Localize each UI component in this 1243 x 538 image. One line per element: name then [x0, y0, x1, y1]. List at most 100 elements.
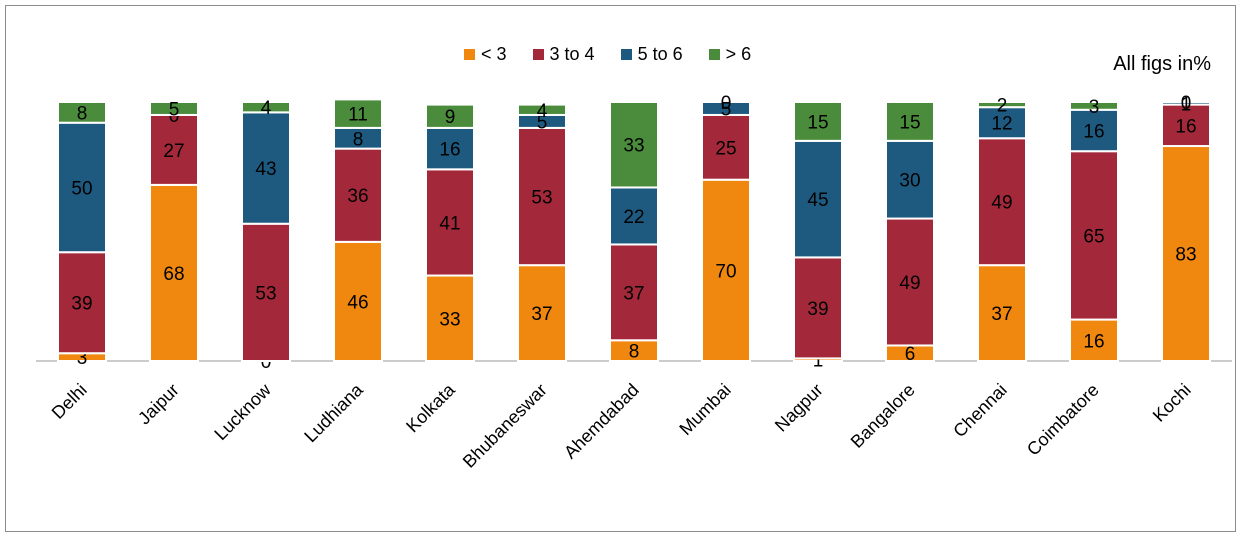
legend-swatch-3to4	[532, 49, 544, 60]
data-label-3to4-mumbai: 25	[715, 138, 736, 159]
bar-3to4-coimbatore	[1069, 150, 1119, 321]
category-label-jaipur: Jaipur	[134, 380, 183, 429]
bar-3to4-chennai	[977, 137, 1027, 267]
data-label-5to6-bhubaneswar: 5	[537, 112, 548, 133]
bar-gt6-chennai	[977, 101, 1027, 109]
bar-3to4-lucknow	[241, 222, 291, 362]
data-label-lt3-jaipur: 68	[163, 264, 184, 285]
bar-5to6-ahemdabad	[609, 186, 659, 246]
category-label-coimbatore: Coimbatore	[1023, 380, 1103, 460]
bar-lt3-coimbatore	[1069, 318, 1119, 362]
data-label-gt6-bhubaneswar: 4	[537, 101, 548, 122]
bar-3to4-ludhiana	[333, 147, 383, 243]
data-label-3to4-ludhiana: 36	[347, 186, 368, 207]
data-label-3to4-chennai: 49	[991, 193, 1012, 214]
legend-item-gt6: > 6	[708, 44, 752, 65]
data-label-gt6-delhi: 8	[77, 103, 88, 124]
chart-frame: 3 39 50 8 Delhi 68 27 0 5 Jaipur 0 53 43 4 Lucknow 46 36…	[5, 5, 1236, 532]
data-label-3to4-jaipur: 27	[163, 141, 184, 162]
data-label-lt3-ludhiana: 46	[347, 292, 368, 313]
bar-5to6-lucknow	[241, 111, 291, 225]
data-label-lt3-lucknow: 0	[261, 352, 272, 373]
bar-gt6-jaipur	[149, 101, 199, 116]
bar-3to4-mumbai	[701, 113, 751, 181]
bar-3to4-bangalore	[885, 217, 935, 347]
category-label-kolkata: Kolkata	[402, 379, 459, 436]
bar-gt6-kolkata	[425, 103, 475, 129]
data-label-3to4-nagpur: 39	[807, 299, 828, 320]
data-label-lt3-ahemdabad: 8	[629, 342, 640, 363]
bar-3to4-bhubaneswar	[517, 126, 567, 267]
data-label-3to4-bangalore: 49	[899, 273, 920, 294]
bar-5to6-bangalore	[885, 139, 935, 220]
data-label-lt3-delhi: 3	[77, 348, 88, 369]
data-label-gt6-kolkata: 9	[445, 107, 456, 128]
data-label-5to6-kochi: 1	[1181, 94, 1192, 115]
category-label-bangalore: Bangalore	[847, 380, 919, 452]
data-label-lt3-kochi: 83	[1175, 245, 1196, 266]
data-label-gt6-ludhiana: 11	[348, 105, 368, 126]
legend: < 3 3 to 4 5 to 6 > 6	[464, 44, 751, 65]
bar-gt6-bangalore	[885, 101, 935, 142]
data-label-3to4-delhi: 39	[71, 294, 92, 315]
chart-canvas: 339508Delhi682705Jaipur053434Lucknow4636…	[36, 93, 1232, 472]
data-label-gt6-nagpur: 15	[807, 112, 828, 133]
bar-gt6-bhubaneswar	[517, 103, 567, 116]
bar-gt6-coimbatore	[1069, 101, 1119, 111]
data-label-gt6-kochi: 0	[1181, 93, 1192, 114]
category-label-lucknow: Lucknow	[210, 379, 275, 444]
bar-gt6-ahemdabad	[609, 101, 659, 189]
category-label-mumbai: Mumbai	[675, 380, 734, 439]
data-label-gt6-jaipur: 5	[169, 99, 180, 120]
legend-swatch-gt6	[708, 49, 720, 60]
data-label-lt3-kolkata: 33	[439, 309, 460, 330]
bar-gt6-nagpur	[793, 101, 843, 142]
bar-3to4-kochi	[1161, 103, 1211, 148]
legend-label-gt6: > 6	[725, 44, 752, 64]
bar-gt6-lucknow	[241, 101, 291, 114]
data-label-3to4-lucknow: 53	[255, 283, 276, 304]
units-note: All figs in%	[1113, 53, 1211, 75]
legend-label-3to4: 3 to 4	[549, 44, 595, 64]
data-label-5to6-ludhiana: 8	[353, 129, 364, 150]
data-label-lt3-bhubaneswar: 37	[531, 304, 552, 325]
category-label-kochi: Kochi	[1149, 380, 1195, 426]
bar-lt3-kolkata	[425, 274, 475, 362]
bar-3to4-delhi	[57, 251, 107, 355]
data-label-3to4-coimbatore: 65	[1083, 226, 1104, 247]
bar-gt6-ludhiana	[333, 98, 383, 129]
data-label-lt3-bangalore: 6	[905, 344, 916, 365]
legend-item-5to6: 5 to 6	[620, 44, 683, 65]
data-label-gt6-lucknow: 4	[261, 98, 272, 119]
bar-lt3-ludhiana	[333, 240, 383, 362]
bar-lt3-chennai	[977, 264, 1027, 363]
data-label-3to4-kochi: 16	[1175, 116, 1196, 137]
data-label-gt6-ahemdabad: 33	[623, 136, 644, 157]
category-label-delhi: Delhi	[48, 380, 91, 423]
legend-label-5to6: 5 to 6	[637, 44, 683, 64]
legend-item-lt3: < 3	[464, 44, 507, 65]
bar-lt3-bhubaneswar	[517, 264, 567, 363]
data-label-lt3-chennai: 37	[991, 304, 1012, 325]
bar-3to4-kolkata	[425, 168, 475, 277]
bar-lt3-kochi	[1161, 145, 1211, 362]
category-label-ahemdabad: Ahemdabad	[560, 380, 643, 463]
bar-gt6-delhi	[57, 101, 107, 124]
category-label-bhubaneswar: Bhubaneswar	[459, 380, 551, 472]
data-label-5to6-kolkata: 16	[439, 140, 460, 161]
data-label-lt3-nagpur: 1	[813, 351, 824, 372]
data-label-3to4-bhubaneswar: 53	[531, 188, 552, 209]
data-label-5to6-nagpur: 45	[807, 190, 828, 211]
data-label-5to6-mumbai: 5	[721, 99, 732, 120]
bar-5to6-mumbai	[701, 101, 751, 116]
data-label-5to6-chennai: 12	[991, 114, 1012, 135]
data-label-gt6-mumbai: 0	[721, 93, 732, 114]
data-label-gt6-coimbatore: 3	[1089, 97, 1100, 118]
bar-5to6-kolkata	[425, 126, 475, 171]
data-label-5to6-lucknow: 43	[255, 159, 276, 180]
bar-3to4-nagpur	[793, 256, 843, 360]
legend-item-3to4: 3 to 4	[532, 44, 595, 65]
bar-5to6-kochi	[1161, 101, 1211, 106]
data-label-lt3-mumbai: 70	[715, 261, 736, 282]
legend-swatch-lt3	[464, 49, 475, 60]
